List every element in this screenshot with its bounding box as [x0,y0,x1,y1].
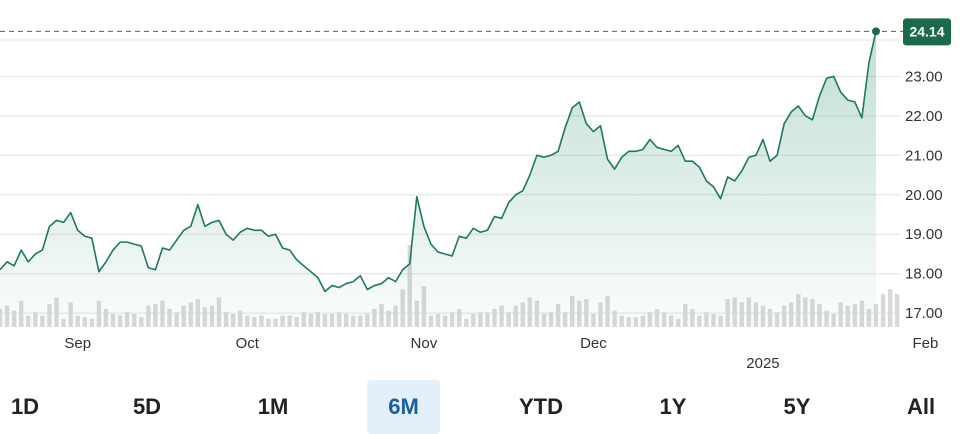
y-tick-label: 19.00 [905,226,943,243]
x-tick-label: Oct [236,335,260,352]
last-price-label: 24.14 [909,23,944,39]
last-price-badge: 24.14 [903,18,951,46]
y-tick-label: 18.00 [905,266,943,283]
last-price-dot [872,27,880,36]
x-tick-label: Nov [411,335,438,352]
range-5d-button[interactable]: 5D [132,394,162,419]
range-1d-button[interactable]: 1D [10,394,40,419]
volume-bar [887,289,893,327]
range-ytd-button[interactable]: YTD [519,394,563,419]
y-tick-label: 23.00 [905,68,943,85]
price-area [0,31,876,328]
y-tick-label: 22.00 [905,108,943,125]
x-tick-label: Dec [580,335,607,352]
range-1m-button[interactable]: 1M [257,394,289,419]
year-label: 2025 [746,355,779,372]
range-5y-button[interactable]: 5Y [783,394,811,419]
x-axis-labels: Sep Oct Nov Dec Feb 2025 [64,335,938,372]
range-6m-button[interactable]: 6M [367,380,440,434]
volume-bar [880,294,886,327]
price-chart: 17.00 18.00 19.00 20.00 21.00 22.00 23.00 24.1… [0,18,951,372]
range-selector: 1D 5D 1M 6M YTD 1Y 5Y All [0,380,960,434]
y-tick-label: 20.00 [905,187,943,204]
x-tick-label: Sep [64,335,91,352]
x-tick-label: Feb [913,335,939,352]
range-1y-button[interactable]: 1Y [659,394,687,419]
price-line [0,31,877,293]
range-all-button[interactable]: All [906,394,936,419]
y-tick-label: 17.00 [905,305,943,322]
y-axis-labels: 17.00 18.00 19.00 20.00 21.00 22.00 23.00 [905,68,943,322]
y-tick-label: 21.00 [905,147,943,164]
volume-bar [895,294,900,327]
